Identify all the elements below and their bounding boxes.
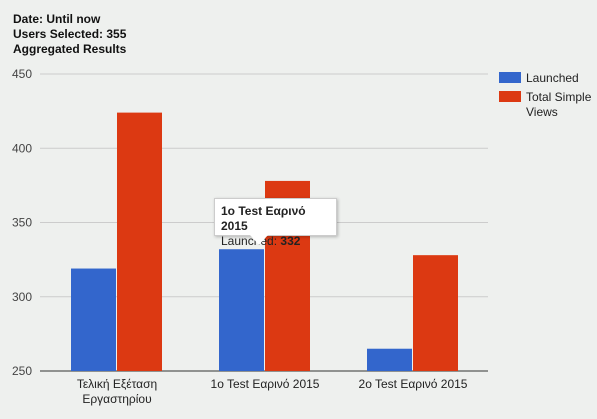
legend-label-views: Total Simple xyxy=(526,90,592,104)
y-tick-label: 300 xyxy=(12,290,32,304)
x-category-label: Εργαστηρίου xyxy=(82,392,151,406)
tooltip-title: 1o Test Εαρινό 2015 xyxy=(221,204,306,233)
launched-bar xyxy=(219,249,264,371)
date-label: Date: Until now xyxy=(13,12,101,26)
x-category-label: Τελική Εξέταση xyxy=(77,377,157,391)
report-header: Date: Until now Users Selected: 355 Aggr… xyxy=(13,12,126,57)
y-tick-label: 350 xyxy=(12,216,32,230)
legend-swatch-launched xyxy=(499,72,521,83)
legend-label-launched: Launched xyxy=(526,71,579,85)
y-tick-label: 450 xyxy=(12,67,32,81)
launched-bar xyxy=(71,268,116,371)
aggregated-results-label: Aggregated Results xyxy=(13,42,127,56)
views-bar xyxy=(413,255,458,371)
users-selected-label: Users Selected: 355 xyxy=(13,27,127,41)
legend-label-views-line2: Views xyxy=(526,105,558,119)
views-bar xyxy=(117,112,162,372)
y-tick-label: 400 xyxy=(12,141,32,155)
chart-tooltip: 1o Test Εαρινό 2015 Launched: 332 xyxy=(214,198,337,248)
tooltip-value: 332 xyxy=(280,234,301,248)
tooltip-pointer xyxy=(250,235,268,245)
legend-swatch-views xyxy=(499,91,521,102)
y-tick-label: 250 xyxy=(12,364,32,378)
x-category-label: 1o Test Εαρινό 2015 xyxy=(211,377,320,391)
launched-bar xyxy=(367,348,412,371)
x-category-label: 2o Test Εαρινό 2015 xyxy=(359,377,468,391)
